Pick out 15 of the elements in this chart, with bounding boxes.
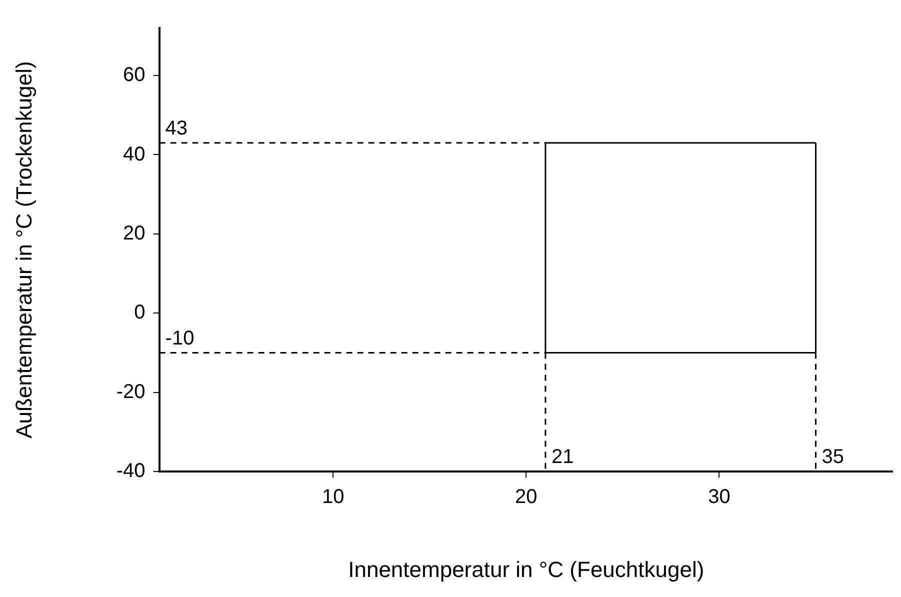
x-axis-title: Innentemperatur in °C (Feuchtkugel) (348, 556, 704, 582)
x-tick-label: 10 (322, 486, 344, 508)
y-tick-label: -40 (116, 460, 146, 482)
annotation: -10 (165, 327, 194, 350)
x-tick-label: 30 (708, 486, 730, 508)
y-tick-label: 0 (134, 302, 146, 324)
annotation: 35 (822, 446, 844, 468)
annotation: 43 (165, 117, 188, 140)
y-axis-title: Außentemperatur in °C (Trockenkugel) (11, 61, 36, 438)
x-tick-label: 20 (515, 486, 538, 508)
y-tick-label: 40 (123, 143, 146, 166)
annotation: 21 (551, 446, 574, 468)
y-tick-label: 20 (123, 222, 146, 244)
y-tick-label: -20 (116, 380, 146, 403)
y-tick-label: 60 (123, 64, 146, 86)
